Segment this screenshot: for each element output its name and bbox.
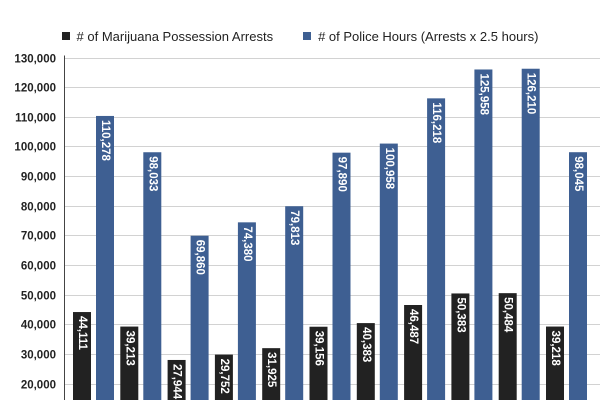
data-label-police-hours: 69,860 — [194, 240, 206, 275]
data-label-police-hours: 98,045 — [572, 156, 584, 192]
bar-arrests — [167, 359, 186, 400]
bar-arrests — [498, 293, 517, 400]
data-label-police-hours: 97,890 — [336, 157, 348, 192]
bar-police-hours — [237, 222, 256, 400]
data-label-arrests: 39,218 — [549, 331, 561, 367]
legend-label-arrests: # of Marijuana Possession Arrests — [76, 28, 274, 44]
data-label-arrests: 40,383 — [360, 327, 372, 362]
data-label-arrests: 44,111 — [76, 316, 88, 351]
data-label-arrests: 29,752 — [218, 359, 230, 394]
data-label-police-hours: 126,210 — [525, 73, 537, 115]
y-tick-label: 90,000 — [21, 172, 56, 184]
bar-police-hours — [96, 115, 114, 400]
legend-swatch-arrests — [61, 32, 70, 40]
y-tick-label: 120,000 — [14, 83, 56, 95]
y-tick-label: 50,000 — [21, 291, 56, 303]
bar-police-hours — [285, 206, 304, 400]
legend-label-police-hours: # of Police Hours (Arrests x 2.5 hours) — [318, 28, 539, 44]
bar-arrests — [404, 305, 423, 400]
bar-arrests — [73, 312, 91, 400]
bar-arrests — [356, 323, 375, 400]
bar-police-hours — [427, 98, 446, 400]
data-label-police-hours: 74,380 — [241, 226, 253, 261]
legend-item-arrests: # of Marijuana Possession Arrests — [61, 27, 274, 45]
bar-police-hours — [521, 68, 540, 400]
bar-police-hours — [569, 152, 587, 400]
bar-police-hours — [143, 152, 162, 400]
data-label-police-hours: 79,813 — [288, 210, 300, 245]
data-label-arrests: 27,944 — [171, 364, 183, 400]
data-label-police-hours: 110,278 — [99, 120, 111, 162]
data-label-police-hours: 100,958 — [383, 148, 395, 190]
legend: # of Marijuana Possession Arrests # of P… — [0, 27, 600, 45]
bar-police-hours — [379, 143, 398, 400]
bar-arrests — [262, 348, 281, 400]
bar-police-hours — [474, 69, 493, 400]
bar-arrests — [120, 326, 139, 400]
legend-swatch-police-hours — [303, 32, 312, 40]
data-label-arrests: 50,484 — [502, 297, 514, 333]
legend-item-police-hours: # of Police Hours (Arrests x 2.5 hours) — [303, 27, 538, 45]
data-label-police-hours: 98,033 — [146, 156, 158, 191]
y-tick-label: 70,000 — [21, 231, 56, 243]
y-tick-label: 100,000 — [14, 142, 56, 154]
data-label-arrests: 46,487 — [407, 309, 419, 344]
y-tick-label: 20,000 — [21, 380, 56, 392]
data-label-police-hours: 116,218 — [430, 102, 442, 144]
bar-police-hours — [332, 152, 351, 400]
bar-arrests — [214, 354, 233, 400]
y-tick-label: 40,000 — [21, 320, 56, 332]
bar-arrests — [309, 326, 328, 400]
y-tick-label: 30,000 — [21, 350, 56, 362]
bar-police-hours — [190, 235, 209, 400]
data-label-police-hours: 125,958 — [477, 73, 489, 115]
y-tick-label: 130,000 — [14, 54, 56, 66]
y-tick-label: 110,000 — [15, 113, 56, 125]
y-tick-label: 80,000 — [21, 202, 56, 214]
bar-arrests — [451, 293, 470, 400]
data-label-arrests: 39,156 — [313, 331, 325, 366]
bar-arrests — [546, 326, 564, 400]
data-label-arrests: 50,383 — [454, 297, 466, 332]
data-label-arrests: 39,213 — [123, 331, 135, 366]
data-label-arrests: 31,925 — [265, 352, 277, 388]
y-tick-label: 60,000 — [21, 261, 56, 273]
